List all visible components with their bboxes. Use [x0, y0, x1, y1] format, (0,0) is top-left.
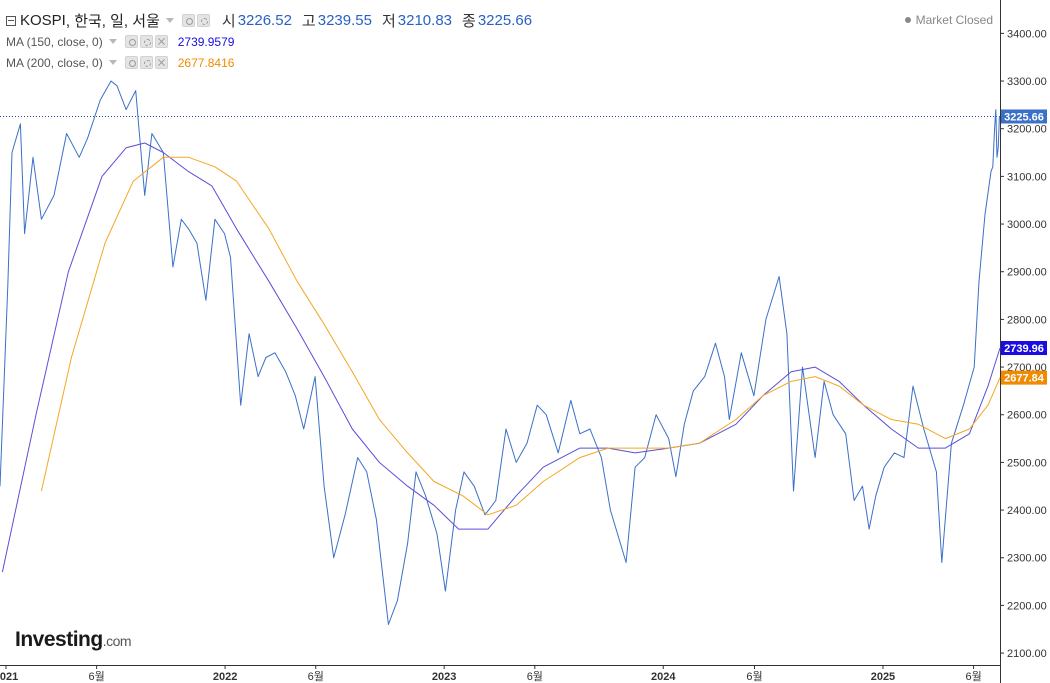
ma150-value: 2739.9579	[177, 34, 235, 49]
ma200-series-line	[40, 156, 1001, 516]
x-tick-label: 2021	[0, 671, 18, 683]
chevron-down-icon[interactable]	[108, 39, 117, 44]
low-value: 3210.83	[397, 12, 453, 29]
high-label: 고	[301, 13, 316, 30]
x-tick-label: 6월	[308, 670, 324, 683]
legend-ma200-row: MA (200, close, 0) 2677.8416	[6, 52, 532, 73]
status-dot-icon	[904, 17, 911, 23]
ma150-last-tag	[1001, 341, 1047, 356]
market-status: Market Closed	[904, 13, 993, 27]
open-label: 시	[221, 13, 236, 30]
chart-legend: KOSPI, 한국, 일, 서울 시 3226.52 고 3239.55 저 3210…	[6, 10, 532, 73]
x-tick-label: 2023	[432, 671, 456, 683]
y-tick-label: 2200.00	[1007, 600, 1047, 612]
legend-main-row: KOSPI, 한국, 일, 서울 시 3226.52 고 3239.55 저 3210…	[6, 10, 532, 31]
ma200-label: MA (200, close, 0)	[6, 55, 103, 70]
ma200-last-tag-label: 2677.84	[1004, 373, 1045, 385]
ma200-value: 2677.8416	[177, 55, 235, 70]
y-tick-label: 2300.00	[1007, 553, 1047, 565]
gear-icon[interactable]	[196, 14, 210, 27]
ma150-series-line	[1, 142, 1001, 573]
brand-suffix: .com	[102, 633, 132, 649]
close-icon[interactable]	[154, 56, 168, 69]
chevron-down-icon[interactable]	[108, 60, 117, 65]
close-value: 3225.66	[477, 12, 533, 29]
close-label: 종	[462, 13, 476, 30]
y-tick-label: 2500.00	[1007, 457, 1047, 469]
x-tick-label: 2024	[651, 671, 676, 683]
y-tick-label: 2600.00	[1007, 410, 1047, 422]
y-tick-label: 3200.00	[1007, 124, 1047, 136]
y-tick-label: 2400.00	[1007, 505, 1047, 517]
x-tick-label: 6월	[89, 670, 105, 683]
brand-name: Investing	[15, 628, 103, 651]
symbol-descriptor: , 한국, 일, 서울	[65, 13, 160, 30]
y-tick-label: 2800.00	[1007, 314, 1047, 326]
gear-icon[interactable]	[139, 35, 153, 48]
ma200-last-tag	[1001, 370, 1047, 385]
last-price-tag-label: 3225.66	[1004, 111, 1044, 123]
eye-icon[interactable]	[181, 14, 195, 27]
symbol-name: KOSPI	[20, 12, 66, 29]
x-tick-label: 2025	[871, 671, 895, 683]
gear-icon[interactable]	[139, 56, 153, 69]
ma150-last-tag-label: 2739.96	[1004, 343, 1044, 355]
x-tick-label: 2022	[213, 671, 237, 683]
y-tick-label: 3400.00	[1007, 28, 1047, 40]
y-tick-label: 3000.00	[1007, 219, 1047, 231]
chevron-down-icon[interactable]	[165, 18, 174, 23]
y-tick-label: 3100.00	[1007, 171, 1047, 183]
x-tick-label: 6월	[527, 670, 543, 683]
y-tick-label: 2900.00	[1007, 267, 1047, 279]
open-value: 3226.52	[237, 12, 292, 29]
price-series-line	[0, 80, 1000, 625]
collapse-icon[interactable]	[6, 15, 16, 26]
low-label: 저	[381, 13, 396, 30]
market-status-text: Market Closed	[915, 13, 993, 27]
eye-icon[interactable]	[124, 35, 138, 48]
y-tick-label: 3300.00	[1007, 76, 1047, 88]
brand-logo: Investing.com	[15, 628, 132, 652]
x-tick-label: 6월	[746, 670, 762, 683]
last-price-tag	[1001, 109, 1047, 124]
ma150-label: MA (150, close, 0)	[6, 34, 103, 49]
high-value: 3239.55	[317, 12, 372, 29]
x-tick-label: 6월	[965, 670, 981, 683]
eye-icon[interactable]	[124, 56, 138, 69]
legend-ma150-row: MA (150, close, 0) 2739.9579	[6, 31, 532, 52]
close-icon[interactable]	[154, 35, 168, 48]
y-tick-label: 2100.00	[1007, 648, 1047, 660]
